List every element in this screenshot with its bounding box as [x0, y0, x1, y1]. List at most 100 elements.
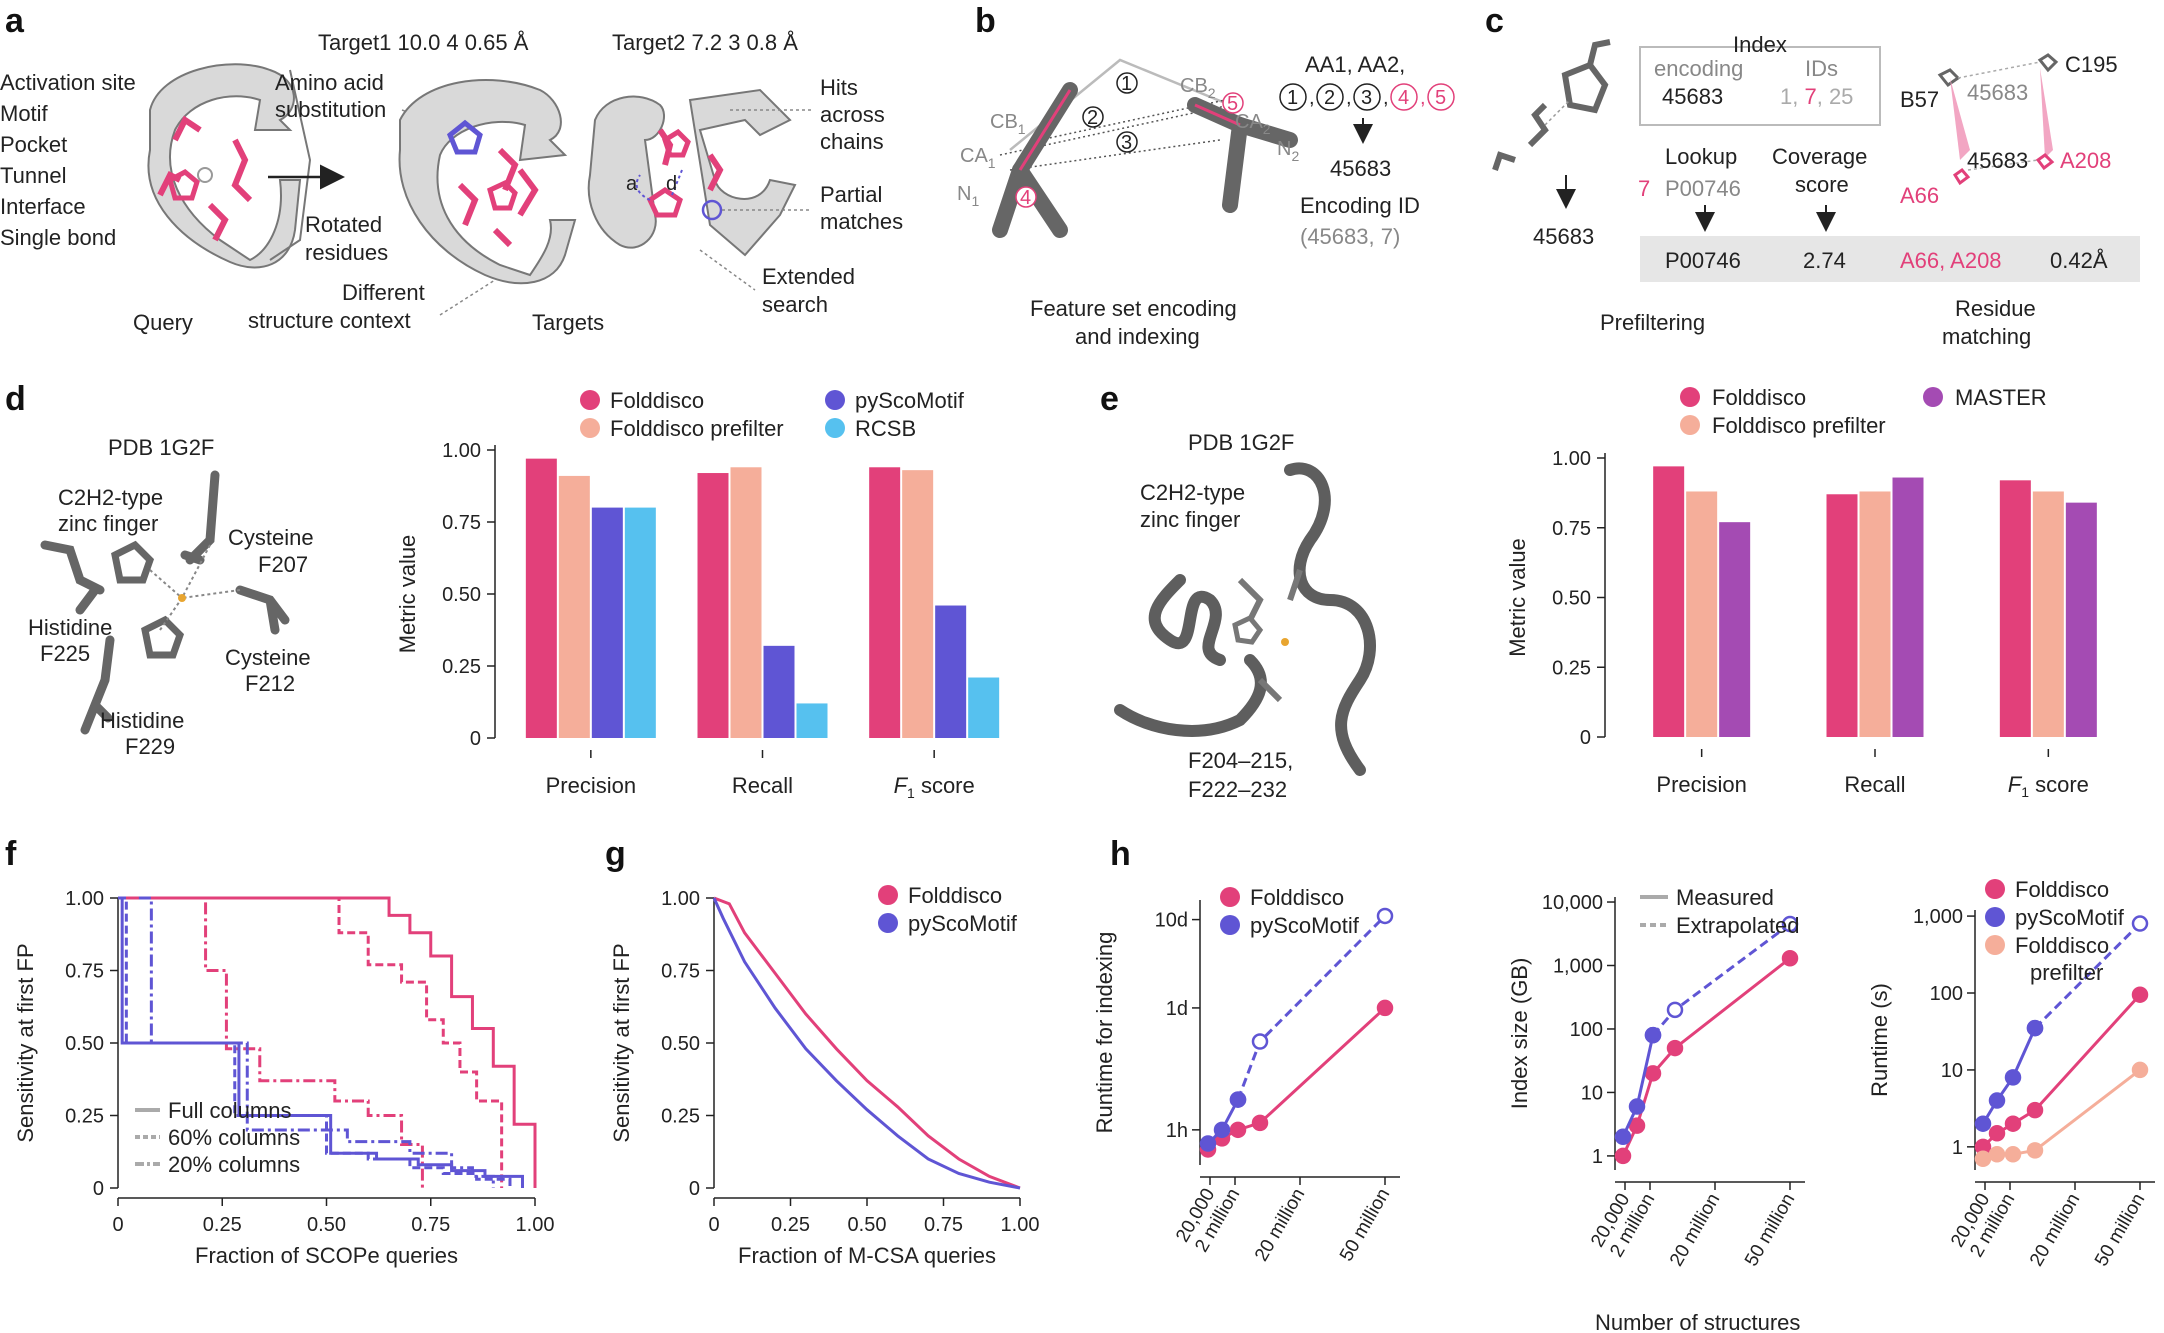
line-mark-4: 4 [1020, 187, 1031, 209]
data-point [2004, 1146, 2022, 1163]
data-point [1988, 1125, 2006, 1142]
panel-a: a Activation site Motif Pocket Tunnel In… [0, 2, 903, 335]
legend-entry: Folddisco [2015, 877, 2109, 902]
lookup-id: P00746 [1665, 176, 1741, 201]
panel-b: b 1 2 3 4 5 CB1 CA1 N1 CB2 CA2 N2 AA [957, 2, 1455, 349]
y-axis-label: Sensitivity at first FP [609, 943, 634, 1142]
shared-xlabel: Number of structures [1595, 1310, 1800, 1333]
data-point [2026, 1101, 2044, 1119]
legend-entry: Folddisco [1712, 385, 1806, 410]
encoding-id-value: (45683, 7) [1300, 224, 1400, 249]
y-tick-label: 1 [1952, 1137, 1963, 1159]
x-tick-label: 50 million [1336, 1185, 1394, 1265]
zinc-finger-icon [40, 470, 290, 735]
legend-entry: pyScoMotif [1250, 913, 1360, 938]
x-tick-label: 0.50 [848, 1214, 887, 1236]
y-tick-label: 100 [1570, 1019, 1603, 1041]
series-line [138, 896, 495, 1188]
x-tick-label: F1 score [894, 773, 975, 801]
chart-e: 0 0.25 0.50 0.75 1.00 Metric value Precision Re… [1505, 448, 2097, 800]
distance-a-label: a [626, 173, 638, 195]
panel-f-label: f [5, 835, 17, 873]
target2-header: Target2 7.2 3 0.8 Å [612, 30, 798, 55]
panel-a-label: a [5, 2, 25, 40]
bar [591, 507, 623, 738]
bar [1892, 477, 1924, 737]
bar [1826, 494, 1858, 737]
data-point [1251, 1033, 1269, 1050]
legend-entry: Folddisco prefilter [1712, 413, 1886, 438]
series-line [713, 896, 1021, 1190]
data-point [1614, 1128, 1632, 1146]
circled-number-icon: 4 [1398, 87, 1409, 109]
x-tick-label: 1.00 [1001, 1214, 1040, 1236]
y-tick-label: 0.50 [1552, 588, 1591, 610]
y-tick-label: 0.50 [442, 584, 481, 606]
bar [730, 467, 762, 738]
atom-n2: N2 [1277, 138, 1299, 164]
y-tick-label: 0.25 [1552, 657, 1591, 679]
chart-f: 0 0.25 0.50 0.75 1.00 0 0.25 0.50 0.75 1.00 Fracti… [13, 888, 554, 1268]
atom-ca2: CA2 [1235, 111, 1271, 137]
y-tick-label: 1h [1166, 1120, 1188, 1142]
match-code-1: 45683 [1967, 80, 2028, 105]
annotation-across: across [820, 102, 885, 127]
panel-h-legend-3: Folddisco pyScoMotif Folddisco prefilter [1985, 877, 2125, 985]
y-tick-label: 0 [1580, 727, 1591, 749]
series-line [1981, 1027, 2037, 1125]
residue-label: Cysteine [225, 645, 311, 670]
data-point [2004, 1069, 2022, 1086]
result-id: P00746 [1665, 248, 1741, 273]
result-score: 2.74 [1803, 248, 1846, 273]
y-tick-label: 1.00 [1552, 448, 1591, 470]
line-mark-2: 2 [1087, 107, 1098, 129]
panel-h-legend-2: Measured Extrapolated [1640, 885, 1800, 938]
residue-label: F229 [125, 734, 175, 759]
data-point [1974, 1115, 1992, 1132]
atom-n1: N1 [957, 183, 979, 209]
annotation-matches: matches [820, 209, 903, 234]
x-tick-label: 50 million [1741, 1190, 1799, 1270]
x-axis-label: Fraction of M-CSA queries [738, 1243, 996, 1268]
atom-cb1: CB1 [990, 111, 1026, 137]
y-tick-label: 1.00 [65, 888, 104, 910]
series-line [1651, 922, 1791, 1037]
y-tick-label: 0.75 [661, 961, 700, 983]
panel-d: d PDB 1G2F C2H2-type zinc finger Cystein… [5, 380, 1000, 801]
prefiltering-caption: Prefiltering [1600, 310, 1705, 335]
y-axis-label: Runtime for indexing [1092, 932, 1117, 1134]
panel-b-label: b [975, 2, 996, 40]
feature-geometry-icon [992, 58, 1298, 238]
data-point [1628, 1098, 1646, 1115]
target1-structure-icon [398, 79, 577, 285]
atom-cb2: CB2 [1180, 75, 1216, 101]
y-tick-label: 10d [1155, 910, 1188, 932]
panel-f-legend: Full columns 60% columns 20% columns [135, 1098, 300, 1177]
legend-entry: Extrapolated [1676, 913, 1800, 938]
helix-ribbon-structure-icon [1114, 462, 1376, 776]
bar [525, 458, 557, 738]
y-axis-label: Runtime (s) [1867, 983, 1892, 1097]
residue-label: F207 [258, 552, 308, 577]
match-code-2: 45683 [1967, 148, 2028, 173]
x-tick-label: Recall [732, 773, 793, 798]
panel-d-legend: Folddisco Folddisco prefilter pyScoMotif… [580, 388, 965, 441]
y-tick-label: 1 [1592, 1146, 1603, 1168]
x-tick-label: Precision [1656, 772, 1746, 797]
x-tick-label: 20 million [2026, 1190, 2084, 1270]
panel-f: f 0 0.25 0.50 0.75 1.00 0 0.25 0.50 0.75 1.00 Frac… [5, 835, 554, 1268]
data-point [1229, 1091, 1247, 1108]
legend-entry: Full columns [168, 1098, 291, 1123]
y-tick-label: 10 [1941, 1060, 1963, 1082]
annotation-extended: Extended [762, 264, 855, 289]
panel-b-caption-1: Feature set encoding [1030, 296, 1237, 321]
legend-entry: pyScoMotif [855, 388, 965, 413]
svg-text:,: , [1346, 87, 1352, 109]
series-line [2033, 922, 2142, 1030]
panel-e-motif-1: C2H2-type [1140, 480, 1245, 505]
line-mark-1: 1 [1121, 73, 1132, 95]
legend-marker [878, 885, 898, 905]
bar [1686, 491, 1718, 737]
encoding-value: 45683 [1662, 84, 1723, 109]
circled-number-icon: 5 [1435, 87, 1446, 109]
